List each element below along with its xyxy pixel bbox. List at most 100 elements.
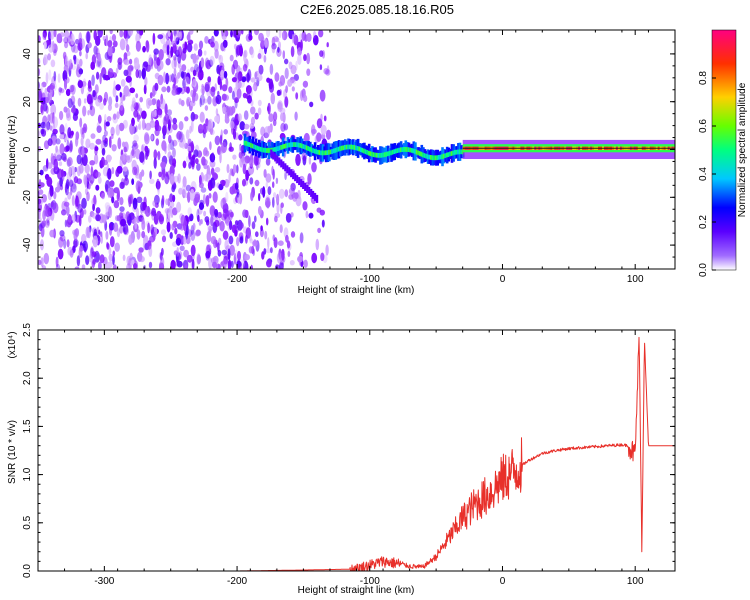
spectrogram-cell xyxy=(441,154,444,160)
spectrogram-cell xyxy=(294,173,297,182)
spectrogram-cell xyxy=(108,96,113,107)
spectrogram-y-tick-label: 40 xyxy=(22,48,33,60)
spectrogram-cell xyxy=(436,155,439,161)
spectrogram-cell xyxy=(49,229,55,238)
snr-y-tick-label: 2.0 xyxy=(22,371,33,385)
spectrogram-cell xyxy=(177,173,181,184)
spectrogram-cell xyxy=(133,109,139,118)
spectrogram-cell xyxy=(115,124,121,136)
spectrogram-cell xyxy=(332,148,336,154)
spectrogram-cell xyxy=(187,191,191,203)
snr-y-tick-label: 1.0 xyxy=(22,467,33,481)
spectrogram-cell xyxy=(301,151,307,162)
spectrogram-cell xyxy=(325,244,329,256)
spectrogram-cell xyxy=(237,250,241,261)
spectrogram-cell xyxy=(439,154,443,160)
spectrogram-cell xyxy=(290,182,296,192)
spectrogram-cell xyxy=(229,186,235,195)
spectrogram-cell xyxy=(111,167,115,175)
spectrogram-cell xyxy=(85,52,88,60)
spectrogram-cell xyxy=(106,243,110,250)
spectrogram-cell xyxy=(282,50,285,60)
spectrogram-cell xyxy=(309,101,314,108)
spectrogram-cell xyxy=(95,171,101,178)
spectrogram-cell xyxy=(64,55,69,68)
spectrogram-cell xyxy=(112,264,117,269)
spectrogram-cell xyxy=(249,46,254,56)
spectrogram-cell xyxy=(111,196,115,204)
spectrogram-cell xyxy=(415,149,419,155)
spectrogram-cell xyxy=(38,189,44,195)
spectrogram-cell xyxy=(284,96,289,108)
spectrogram-cell xyxy=(195,229,201,236)
spectrogram-cell xyxy=(59,230,65,237)
spectrogram-cell xyxy=(176,87,183,93)
spectrogram-cell xyxy=(81,264,86,269)
spectrogram-cell xyxy=(236,164,239,174)
spectrogram-cell xyxy=(130,103,135,112)
spectrogram-cell xyxy=(256,145,259,151)
spectrogram-cell xyxy=(393,149,396,154)
spectrogram-cell xyxy=(104,113,107,124)
spectrogram-cell xyxy=(301,31,307,41)
spectrogram-cell xyxy=(155,180,161,190)
spectrogram-cell xyxy=(85,226,90,238)
spectrogram-cell xyxy=(203,50,207,56)
spectrogram-cell xyxy=(119,30,124,38)
spectrogram-cell xyxy=(104,137,108,144)
spectrogram-cell xyxy=(203,50,207,56)
spectrogram-cell xyxy=(199,97,202,108)
spectrogram-cell xyxy=(41,129,47,137)
spectrogram-cell xyxy=(208,257,213,269)
spectrogram-cell xyxy=(179,131,184,143)
spectrogram-cell xyxy=(52,202,59,214)
spectrogram-cell xyxy=(64,78,67,90)
spectrogram-cell xyxy=(129,193,134,204)
spectrogram-cell xyxy=(181,64,187,72)
spectrogram-cell xyxy=(47,114,51,122)
spectrogram-cell xyxy=(236,237,240,247)
spectrogram-cell xyxy=(52,128,58,135)
colorbar-tick-label: 0.2 xyxy=(698,215,709,229)
spectrogram-cell xyxy=(302,80,308,88)
spectrogram-cell xyxy=(213,209,219,216)
spectrogram-cell xyxy=(68,179,74,188)
spectrogram-cell xyxy=(70,186,73,196)
spectrogram-cell xyxy=(55,256,59,268)
spectrogram-cell xyxy=(240,153,245,163)
spectrogram-cell xyxy=(251,221,256,230)
spectrogram-cell xyxy=(209,205,216,217)
spectrogram-cell xyxy=(109,30,113,35)
spectrogram-cell xyxy=(113,80,116,92)
spectrogram-cell xyxy=(232,164,237,174)
spectrogram-cell xyxy=(173,34,179,42)
spectrogram-cell xyxy=(149,170,152,180)
spectrogram-cell xyxy=(69,166,76,175)
spectrogram-cell xyxy=(40,257,44,268)
spectrogram-cell xyxy=(296,175,299,184)
spectrogram-cell xyxy=(125,75,132,83)
spectrogram-cell xyxy=(238,151,243,159)
spectrogram-cell xyxy=(277,240,284,246)
spectrogram-cell xyxy=(134,217,138,230)
spectrogram-cell xyxy=(433,155,436,161)
spectrogram-cell xyxy=(228,235,234,245)
spectrogram-cell xyxy=(86,173,91,182)
spectrogram-cell xyxy=(153,149,158,160)
spectrogram-cell xyxy=(244,155,251,164)
spectrogram-cell xyxy=(90,133,96,139)
spectrogram-cell xyxy=(263,248,267,255)
spectrogram-cell xyxy=(158,214,164,225)
spectrogram-cell xyxy=(171,89,177,96)
spectrogram-cell xyxy=(262,147,266,153)
spectrogram-cell xyxy=(243,110,249,120)
spectrogram-cell xyxy=(204,216,210,223)
spectrogram-cell xyxy=(62,51,67,60)
spectrogram-cell xyxy=(125,44,130,53)
spectrogram-cell xyxy=(309,146,312,152)
spectrogram-cell xyxy=(172,147,176,158)
spectrogram-cell xyxy=(245,227,251,239)
spectrogram-cell xyxy=(299,232,304,244)
spectrogram-cell xyxy=(293,34,299,46)
spectrogram-cell xyxy=(87,42,92,49)
